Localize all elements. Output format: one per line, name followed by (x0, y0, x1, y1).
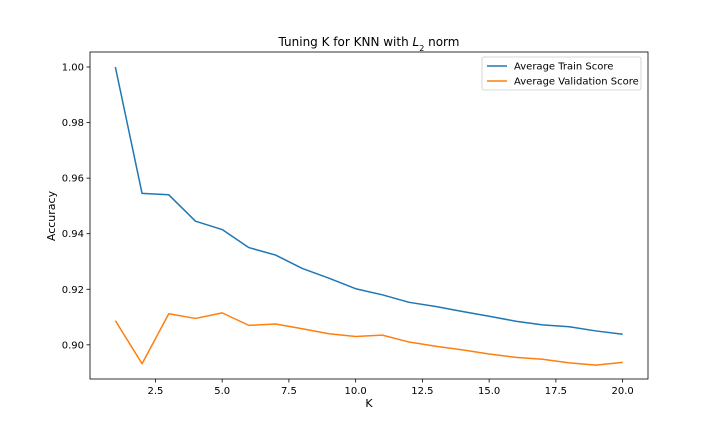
y-axis-ticks: 0.90 0.92 0.94 0.96 0.98 1.00 (62, 63, 90, 352)
chart-title-math: L (413, 35, 420, 49)
legend: Average Train Score Average Validation Sc… (482, 57, 641, 90)
y-tick-label: 0.90 (62, 340, 84, 351)
x-tick-label: 10.0 (345, 386, 367, 397)
y-axis-label: Accuracy (45, 190, 58, 241)
y-tick-label: 0.96 (62, 174, 84, 185)
legend-label-validation: Average Validation Score (514, 77, 639, 88)
x-tick-label: 15.0 (478, 386, 500, 397)
x-tick-label: 20.0 (612, 386, 634, 397)
legend-label-train: Average Train Score (514, 62, 613, 73)
x-tick-label: 17.5 (545, 386, 567, 397)
chart-title-prefix: Tuning K for KNN with (278, 35, 413, 49)
plot-area (90, 52, 648, 379)
y-tick-label: 0.92 (62, 285, 84, 296)
x-tick-label: 12.5 (411, 386, 433, 397)
chart-title: Tuning K for KNN with L2 norm (278, 35, 460, 53)
chart-title-suffix: norm (424, 35, 459, 49)
plot-background (90, 52, 648, 379)
y-tick-label: 1.00 (62, 63, 84, 74)
y-tick-label: 0.98 (62, 118, 84, 129)
x-axis-ticks: 2.5 5.0 7.5 10.0 12.5 15.0 17.5 20.0 (147, 379, 633, 397)
x-tick-label: 2.5 (147, 386, 163, 397)
x-tick-label: 5.0 (214, 386, 230, 397)
x-tick-label: 7.5 (281, 386, 297, 397)
y-tick-label: 0.94 (62, 229, 84, 240)
x-axis-label: K (365, 397, 373, 410)
